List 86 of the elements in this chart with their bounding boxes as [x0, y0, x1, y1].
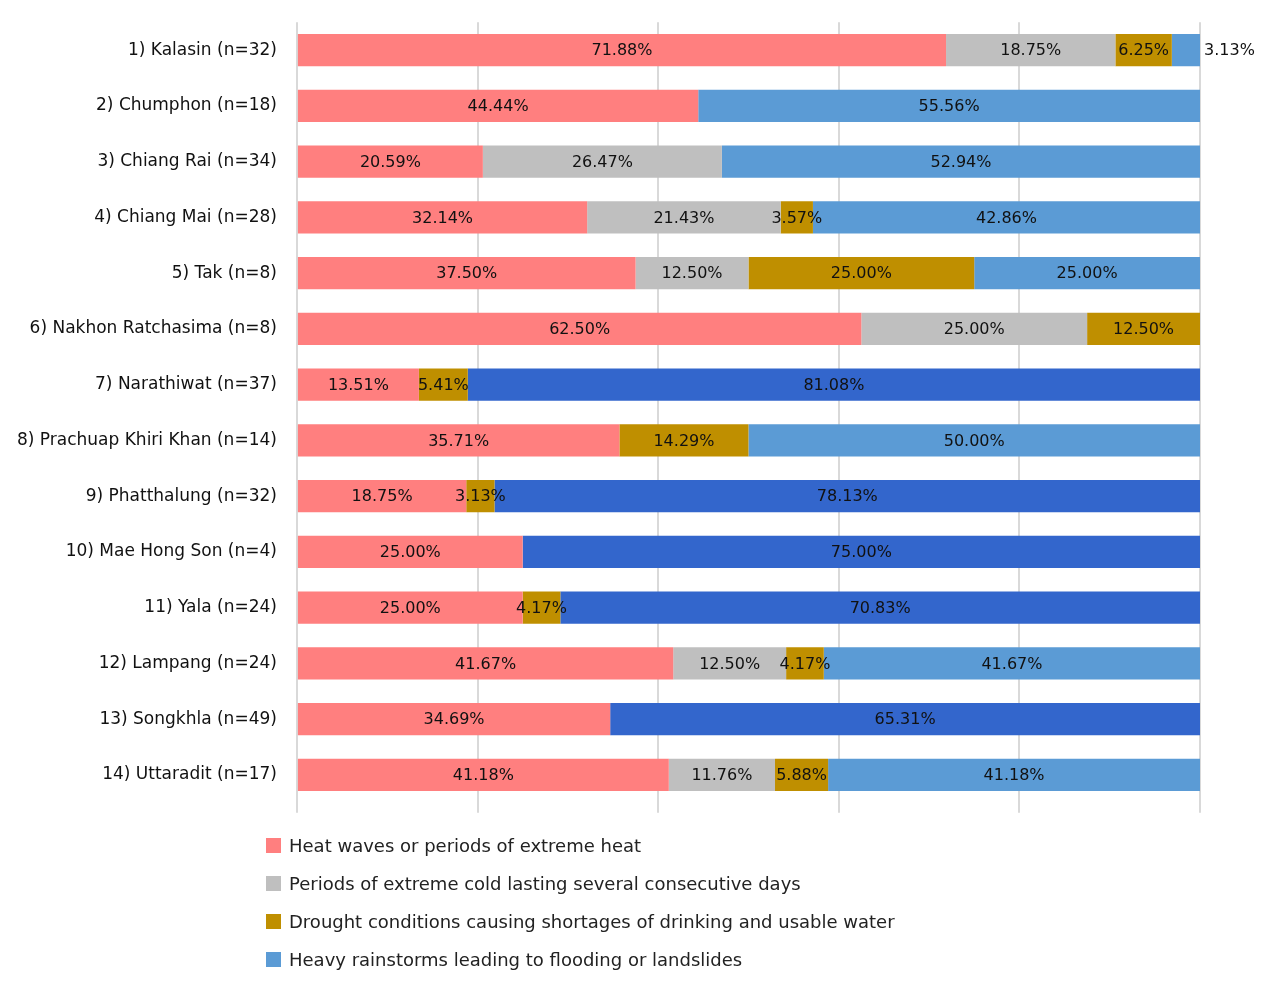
legend-label: Heat waves or periods of extreme heat: [289, 834, 642, 856]
data-label: 21.43%: [653, 207, 715, 227]
legend-label: Periods of extreme cold lasting several consecutive days: [289, 872, 801, 894]
data-label: 81.08%: [803, 374, 865, 394]
bar: [297, 89, 699, 123]
data-label: 32.14%: [412, 207, 474, 227]
data-label: 41.18%: [983, 765, 1045, 785]
data-label: 11.76%: [691, 765, 753, 785]
data-label: 12.50%: [1113, 319, 1175, 339]
bar: [297, 424, 620, 457]
data-label: 41.67%: [455, 653, 517, 673]
data-label: 20.59%: [359, 151, 421, 171]
data-label: 78.13%: [816, 486, 878, 506]
data-label: 41.67%: [981, 653, 1043, 673]
legend-label: Drought conditions causing shortages of drinking and usable water: [289, 910, 895, 932]
data-label: 75.00%: [830, 542, 892, 562]
data-label: 18.75%: [1000, 40, 1062, 60]
data-label: 12.50%: [699, 653, 761, 673]
bar: [297, 368, 419, 401]
y-tick-label: 4) Chiang Mai (n=28): [94, 205, 277, 226]
data-label: 65.31%: [874, 709, 936, 729]
bar: [721, 145, 1200, 178]
data-label: 25.00%: [830, 263, 892, 283]
bar: [297, 647, 674, 680]
data-label: 37.50%: [436, 263, 498, 283]
y-tick-label: 11) Yala (n=24): [144, 596, 277, 617]
bar: [297, 312, 862, 346]
bar: [297, 145, 483, 178]
data-label: 25.00%: [379, 597, 441, 617]
bar: [748, 424, 1200, 457]
legend-label: Heavy rainstorms leading to flooding or landslides: [289, 948, 743, 970]
data-label: 44.44%: [467, 95, 529, 115]
bar: [297, 201, 588, 234]
data-label: 3.13%: [1204, 40, 1255, 60]
bar: [297, 535, 523, 569]
y-tick-label: 14) Uttaradit (n=17): [102, 763, 277, 784]
bar: [297, 33, 947, 67]
data-label: 14.29%: [653, 430, 715, 450]
data-label: 25.00%: [1056, 263, 1118, 283]
y-tick-label: 12) Lampang (n=24): [98, 651, 277, 672]
y-tick-label: 8) Prachuap Khiri Khan (n=14): [16, 428, 277, 449]
bar: [297, 256, 636, 290]
bar: [1087, 312, 1200, 346]
data-label: 5.41%: [417, 374, 469, 394]
bar: [1171, 33, 1200, 67]
data-label: 34.69%: [423, 709, 485, 729]
bar: [946, 33, 1116, 67]
bar: [668, 758, 776, 792]
y-tick-label: 3) Chiang Rai (n=34): [97, 150, 277, 171]
bar: [619, 424, 749, 457]
bar: [297, 758, 669, 792]
y-tick-label: 1) Kalasin (n=32): [127, 38, 277, 59]
y-tick-label: 5) Tak (n=8): [171, 261, 277, 282]
data-label: 25.00%: [379, 542, 441, 562]
data-label: 71.88%: [591, 40, 653, 60]
data-label: 18.75%: [351, 486, 413, 506]
data-label: 42.86%: [975, 207, 1037, 227]
bar: [861, 312, 1088, 346]
y-tick-label: 2) Chumphon (n=18): [96, 94, 277, 115]
y-tick-label: 9) Phatthalung (n=32): [85, 484, 277, 505]
bar: [974, 256, 1200, 290]
data-label: 70.83%: [849, 597, 911, 617]
data-label: 26.47%: [571, 151, 633, 171]
bar: [522, 535, 1200, 569]
data-label: 5.88%: [776, 765, 827, 785]
data-label: 52.94%: [930, 151, 992, 171]
data-label: 41.18%: [452, 765, 514, 785]
data-label: 25.00%: [943, 319, 1005, 339]
bar: [748, 256, 975, 290]
bar: [698, 89, 1200, 123]
y-tick-label: 10) Mae Hong Son (n=4): [65, 540, 277, 561]
data-label: 55.56%: [918, 95, 980, 115]
data-label: 6.25%: [1118, 40, 1170, 60]
y-tick-label: 6) Nakhon Ratchasima (n=8): [29, 317, 277, 338]
bar: [482, 145, 722, 178]
bar: [828, 758, 1200, 792]
y-tick-label: 13) Songkhla (n=49): [99, 707, 277, 728]
data-label: 62.50%: [549, 319, 611, 339]
data-label: 50.00%: [943, 430, 1005, 450]
bar: [467, 368, 1200, 401]
data-label: 13.51%: [327, 374, 389, 394]
bar: [610, 703, 1200, 736]
data-label: 35.71%: [428, 430, 490, 450]
bar: [297, 703, 611, 736]
y-tick-label: 7) Narathiwat (n=37): [95, 373, 277, 394]
data-label: 12.50%: [661, 263, 723, 283]
